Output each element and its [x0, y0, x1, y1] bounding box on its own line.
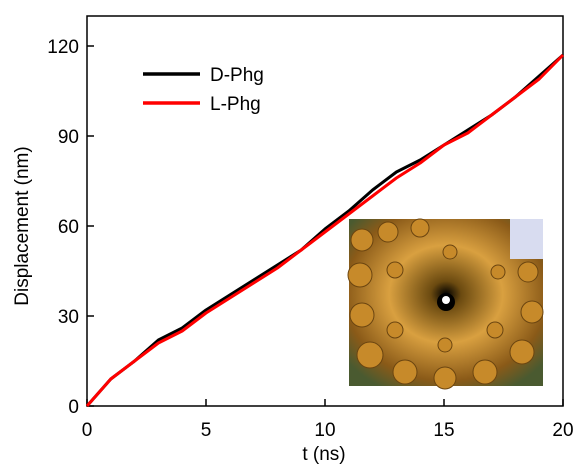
x-tick-label: 20 — [552, 420, 573, 441]
x-axis-label: t (ns) — [302, 444, 345, 465]
y-tick-label: 0 — [68, 397, 79, 418]
x-tick-label: 5 — [201, 420, 212, 441]
x-tick-label: 0 — [82, 420, 93, 441]
legend-label: L-Phg — [210, 94, 261, 115]
x-tick-label: 15 — [433, 420, 454, 441]
inset-image — [347, 218, 544, 390]
y-tick-label: 90 — [58, 127, 79, 148]
y-tick-label: 60 — [58, 217, 79, 238]
y-axis-label: Displacement (nm) — [12, 146, 33, 305]
y-tick-label: 30 — [58, 307, 79, 328]
y-tick-label: 120 — [47, 37, 79, 58]
series-line — [85, 53, 565, 407]
x-tick-label: 10 — [314, 420, 335, 441]
legend-label: D-Phg — [210, 65, 264, 86]
